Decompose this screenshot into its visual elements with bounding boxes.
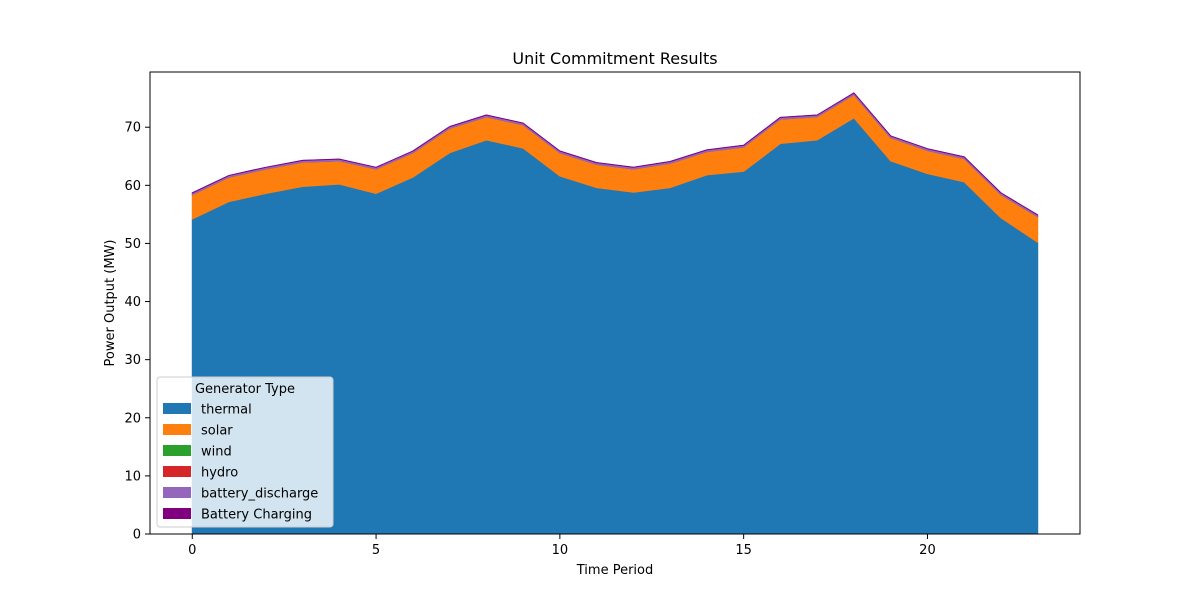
legend-swatch (163, 424, 191, 435)
x-tick-label: 10 (552, 543, 569, 558)
y-tick-label: 20 (124, 411, 141, 426)
x-tick-label: 0 (188, 543, 196, 558)
y-tick-label: 10 (124, 469, 141, 484)
legend-box (156, 376, 334, 528)
plot-frame (149, 71, 1081, 535)
legend-swatch (163, 466, 191, 477)
legend-label: Battery Charging (201, 508, 312, 523)
y-tick-label: 0 (133, 528, 141, 543)
legend-title: Generator Type (195, 382, 295, 397)
x-tick-label: 15 (735, 543, 752, 558)
legend-label: wind (201, 445, 232, 460)
y-axis-title: Power Output (MW) (103, 240, 118, 367)
legend-label: thermal (201, 403, 252, 418)
y-tick-label: 40 (124, 295, 141, 310)
legend-entries: thermal solar wind hydro battery_discharge Ba… (163, 403, 318, 523)
x-tick-label: 5 (372, 543, 380, 558)
legend: Generator Type thermal solar wind hydro batt… (156, 376, 334, 528)
x-axis-ticks: 0 5 10 15 20 (188, 534, 936, 558)
legend-swatch (163, 487, 191, 498)
chart-title: Unit Commitment Results (512, 49, 717, 68)
y-tick-label: 60 (124, 179, 141, 194)
legend-swatch (163, 445, 191, 456)
y-tick-label: 30 (124, 353, 141, 368)
y-tick-label: 50 (124, 237, 141, 252)
y-axis-ticks: 0 10 20 30 40 50 60 70 (124, 121, 150, 543)
legend-label: hydro (201, 466, 238, 481)
area-battery-charging (191, 92, 1039, 216)
legend-swatch (163, 508, 191, 519)
x-axis-title: Time Period (576, 563, 653, 578)
legend-swatch (163, 403, 191, 414)
legend-label: solar (201, 424, 233, 439)
x-tick-label: 20 (919, 543, 936, 558)
legend-label: battery_discharge (201, 487, 318, 502)
y-tick-label: 70 (124, 121, 141, 136)
